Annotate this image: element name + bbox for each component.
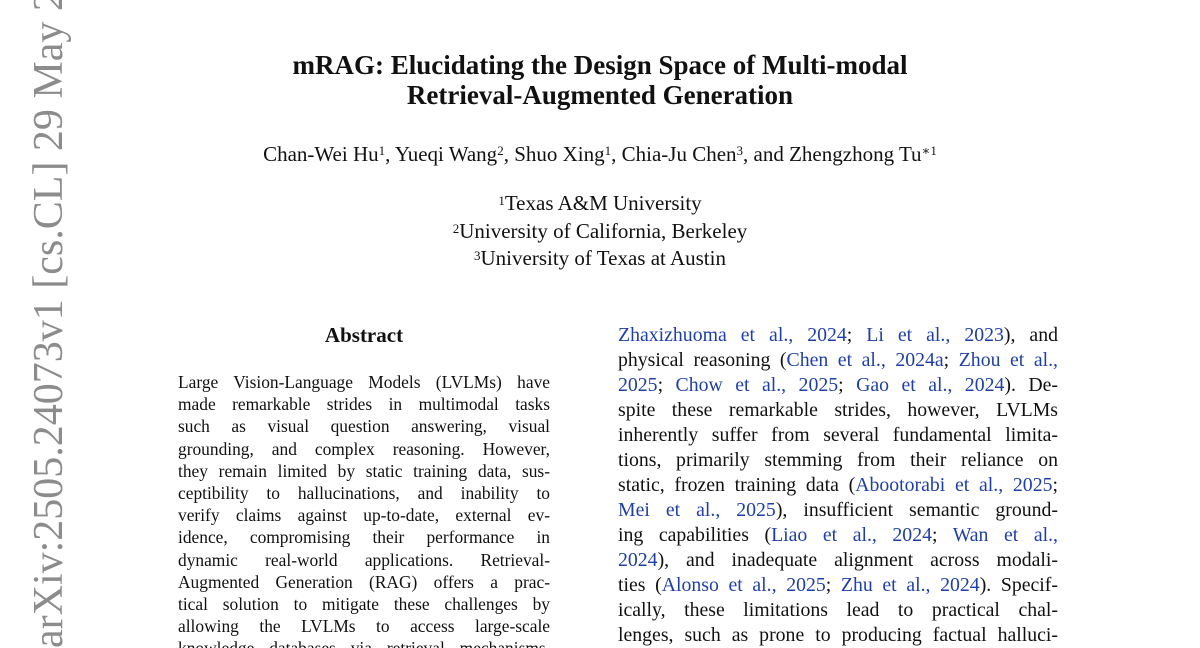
citation-link[interactable]: Gao et al., 2024 (856, 374, 1005, 396)
introduction-line: Mei et al., 2025), insufficient semantic… (618, 498, 1058, 523)
introduction-line: ing capabilities (Liao et al., 2024; Wan… (618, 523, 1058, 548)
abstract-body: Large Vision-Language Models (LVLMs) hav… (178, 371, 550, 648)
citation-link[interactable]: Li et al., 2023 (866, 324, 1004, 346)
abstract-line: Augmented Generation (RAG) offers a prac… (178, 571, 550, 592)
citation-link[interactable]: Alonso et al., 2025 (661, 574, 826, 596)
abstract-line: dynamic real-world applications. Retriev… (178, 549, 550, 570)
text-run: ), and inadequate alignment across modal… (657, 549, 1058, 571)
author-separator: , and (743, 142, 790, 166)
affiliation-line: 1Texas A&M University (0, 190, 1200, 218)
text-run: ; (838, 374, 857, 396)
affiliation-name: University of California, Berkeley (459, 218, 748, 243)
author-affiliation-marker: ∗1 (921, 143, 937, 158)
text-run: ically, these limitations lead to practi… (618, 599, 1058, 621)
author-affiliation-marker: 1 (604, 143, 612, 158)
introduction-line: ically, these limitations lead to practi… (618, 598, 1058, 623)
citation-link[interactable]: Mei et al., 2025 (618, 499, 776, 521)
introduction-column: Zhaxizhuoma et al., 2024; Li et al., 202… (618, 323, 1058, 648)
paper-title-line-1: mRAG: Elucidating the Design Space of Mu… (292, 50, 908, 80)
text-run: ). De- (1004, 374, 1059, 396)
affiliation-marker: 2 (452, 220, 460, 236)
text-run: ties ( (618, 574, 662, 596)
abstract-line: verify claims against up-to-date, extern… (178, 505, 550, 526)
text-run: ; (825, 574, 841, 596)
abstract-line: allowing the LVLMs to access large-scale (178, 616, 550, 637)
text-run: inherently suffer from several fundament… (618, 424, 1058, 446)
text-run: physical reasoning ( (618, 349, 787, 371)
abstract-line: ceptibility to hallucinations, and inabi… (178, 483, 550, 504)
text-run: ing capabilities ( (618, 524, 772, 546)
author-name: Chia-Ju Chen (621, 142, 737, 166)
author-entry: Yueqi Wang2 (395, 142, 504, 166)
citation-link[interactable]: Zhu et al., 2024 (840, 574, 980, 596)
affiliation-marker: 1 (498, 193, 505, 208)
abstract-line: Large Vision-Language Models (LVLMs) hav… (178, 372, 550, 392)
introduction-line: static, frozen training data (Abootorabi… (618, 473, 1058, 498)
text-run: ; (657, 374, 676, 396)
author-affiliation-marker: 2 (497, 143, 504, 158)
text-run: spite these remarkable strides, however,… (618, 399, 1058, 421)
introduction-line: lenges, such as prone to producing factu… (618, 623, 1058, 648)
abstract-line: idence, compromising their performance i… (178, 527, 550, 548)
citation-link[interactable]: Abootorabi et al., 2025 (855, 474, 1053, 496)
author-name: Chan-Wei Hu (263, 142, 379, 166)
author-separator: , (503, 142, 515, 166)
introduction-line: Zhaxizhuoma et al., 2024; Li et al., 202… (618, 323, 1058, 348)
abstract-line: they remain limited by static training d… (178, 460, 550, 481)
text-run: lenges, such as prone to producing factu… (618, 624, 1058, 646)
affiliation-name: Texas A&M University (504, 191, 702, 215)
author-affiliation-marker: 3 (736, 143, 744, 158)
citation-link[interactable]: Zhou et al., (958, 349, 1058, 371)
paper-title: mRAG: Elucidating the Design Space of Mu… (0, 50, 1200, 110)
text-run: ). Specif- (979, 574, 1058, 596)
introduction-line: physical reasoning (Chen et al., 2024a; … (618, 348, 1058, 373)
text-run: ; (1052, 474, 1058, 496)
text-run: ), insufficient semantic ground- (775, 499, 1058, 521)
abstract-line: knowledge databases via retrieval mechan… (178, 637, 550, 648)
citation-link[interactable]: Wan et al., (952, 524, 1058, 546)
author-name: Shuo Xing (514, 142, 605, 166)
introduction-line: 2025; Chow et al., 2025; Gao et al., 202… (618, 373, 1058, 398)
abstract-heading: Abstract (324, 323, 404, 347)
text-run: static, frozen training data ( (618, 474, 856, 496)
affiliation-marker: 3 (474, 248, 481, 263)
introduction-line: ties (Alonso et al., 2025; Zhu et al., 2… (618, 573, 1058, 598)
abstract-line: such as visual question answering, visua… (178, 416, 550, 437)
affiliation-line: 3University of Texas at Austin (0, 245, 1200, 273)
citation-link[interactable]: Zhaxizhuoma et al., 2024 (618, 324, 847, 346)
author-list: Chan-Wei Hu1, Yueqi Wang2, Shuo Xing1, C… (0, 141, 1200, 167)
author-entry: Chan-Wei Hu1 (263, 142, 385, 166)
affiliation-name: University of Texas at Austin (480, 246, 726, 270)
affiliation-list: 1Texas A&M University 2University of Cali… (0, 190, 1200, 273)
citation-link[interactable]: Chen et al., 2024a (786, 349, 944, 371)
introduction-line: 2024), and inadequate alignment across m… (618, 548, 1058, 573)
paper-title-line-2: Retrieval-Augmented Generation (406, 80, 794, 110)
author-separator: , (611, 142, 622, 166)
citation-link[interactable]: 2025 (618, 374, 658, 396)
text-run: ; (943, 349, 959, 371)
author-entry: Shuo Xing1 (514, 142, 611, 166)
citation-link[interactable]: Chow et al., 2025 (675, 374, 839, 396)
author-name: Yueqi Wang (394, 142, 498, 166)
author-affiliation-marker: 1 (378, 143, 386, 158)
author-name: Zhengzhong Tu (789, 142, 922, 166)
text-run: tions, primarily stemming from their rel… (618, 449, 1058, 471)
abstract-line: tical solution to mitigate these challen… (178, 594, 550, 615)
introduction-line: spite these remarkable strides, however,… (618, 398, 1058, 423)
text-run: ), and (1003, 324, 1058, 346)
abstract-line: made remarkable strides in multimodal ta… (178, 394, 550, 415)
citation-link[interactable]: 2024 (618, 549, 658, 571)
introduction-line: inherently suffer from several fundament… (618, 423, 1058, 448)
citation-link[interactable]: Liao et al., 2024 (771, 524, 932, 546)
author-separator: , (385, 142, 395, 166)
text-run: ; (931, 524, 953, 546)
affiliation-line: 2University of California, Berkeley (0, 218, 1200, 246)
introduction-line: tions, primarily stemming from their rel… (618, 448, 1058, 473)
abstract-line: grounding, and complex reasoning. Howeve… (178, 438, 550, 459)
author-entry: Chia-Ju Chen3 (622, 142, 743, 166)
author-entry: Zhengzhong Tu∗1 (789, 142, 937, 166)
text-run: ; (846, 324, 867, 346)
